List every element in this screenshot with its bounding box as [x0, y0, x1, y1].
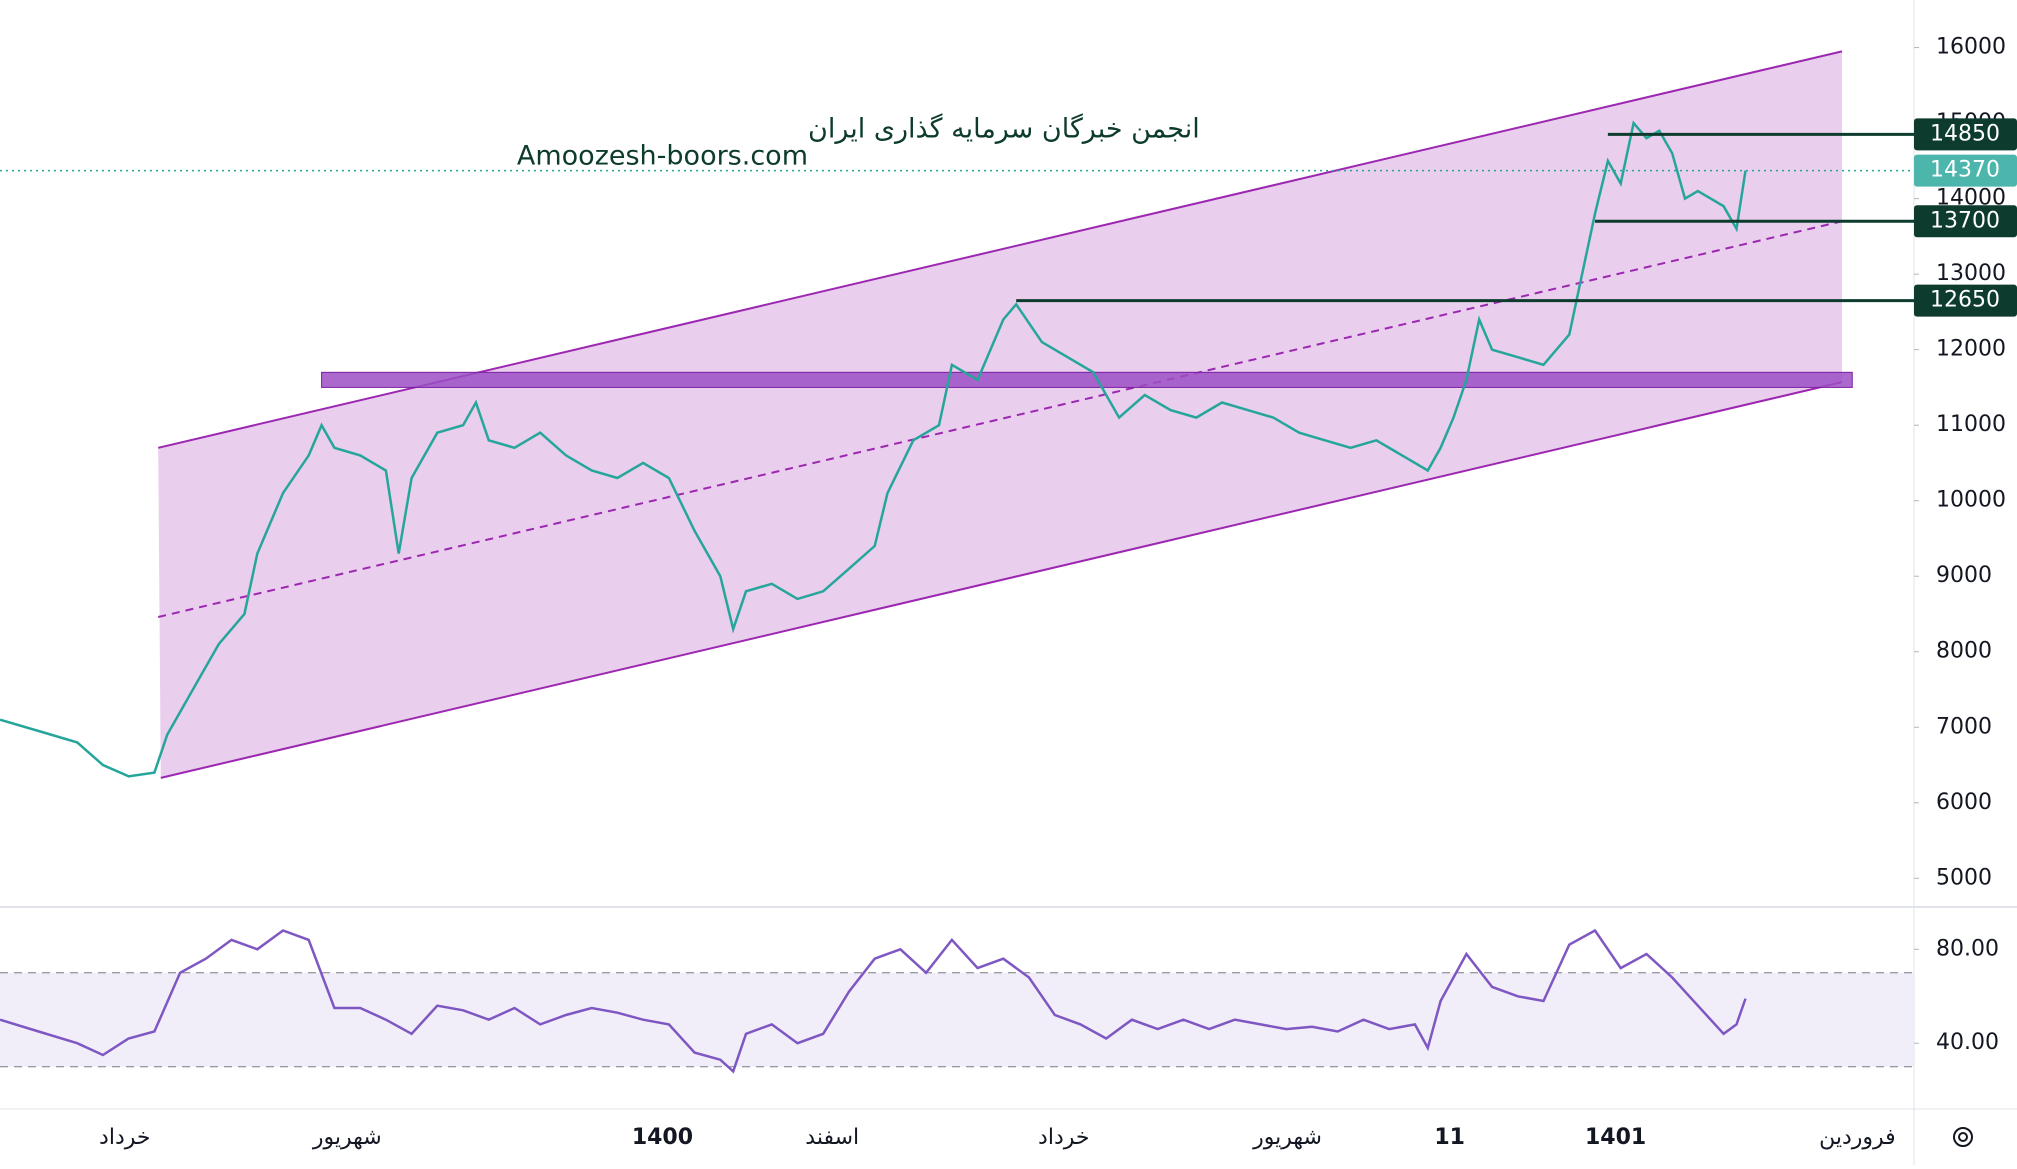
x-tick-label: 11 [1434, 1125, 1465, 1150]
x-tick-label: خرداد [1038, 1125, 1089, 1150]
y-tick-label: 16000 [1936, 35, 2006, 60]
y-tick-label: 8000 [1936, 639, 1992, 664]
level-label-box [1914, 118, 2017, 151]
y-tick-label: 7000 [1936, 714, 1992, 739]
y-tick-label: 13000 [1936, 261, 2006, 286]
x-tick-label: اسفند [805, 1125, 859, 1150]
x-tick-label: فروردین [1819, 1125, 1896, 1150]
level-label: 13700 [1930, 208, 2000, 233]
channel-lower [160, 381, 1843, 779]
settings-icon[interactable] [1953, 1127, 1973, 1147]
x-tick-label: 1401 [1585, 1125, 1646, 1150]
y-tick-label: 12000 [1936, 337, 2006, 362]
series-line [0, 928, 1747, 1074]
y-tick-label: 11000 [1936, 412, 2006, 437]
level-label: 12650 [1930, 288, 2000, 313]
last-price-box [1914, 154, 2017, 187]
y-tick-label: 40.00 [1936, 1030, 1999, 1055]
y-tick-label: 9000 [1936, 563, 1992, 588]
x-tick-label: شهریور [312, 1125, 382, 1150]
level-label-box [1914, 284, 2017, 317]
last-price-label: 14370 [1930, 158, 2000, 183]
x-tick-label: 1400 [632, 1125, 693, 1150]
rsi-band [0, 972, 1914, 1067]
y-tick-label: 5000 [1936, 865, 1992, 890]
gear-center[interactable] [1958, 1132, 1968, 1142]
y-tick-label: 80.00 [1936, 936, 1999, 961]
x-tick-label: شهریور [1252, 1125, 1322, 1150]
x-tick-label: خرداد [99, 1125, 150, 1150]
level-label-box [1914, 205, 2017, 238]
y-tick-label: 6000 [1936, 790, 1992, 815]
watermark-url: Amoozesh-boors.com [517, 141, 808, 172]
channel-fill [158, 51, 1842, 778]
series-line [0, 120, 1747, 778]
support-zone [321, 371, 1853, 388]
gear[interactable] [1953, 1127, 1973, 1147]
watermark-title: انجمن خبرگان سرمایه گذاری ایران [808, 113, 1200, 145]
y-tick-label: 10000 [1936, 488, 2006, 513]
level-label: 14850 [1930, 121, 2000, 146]
